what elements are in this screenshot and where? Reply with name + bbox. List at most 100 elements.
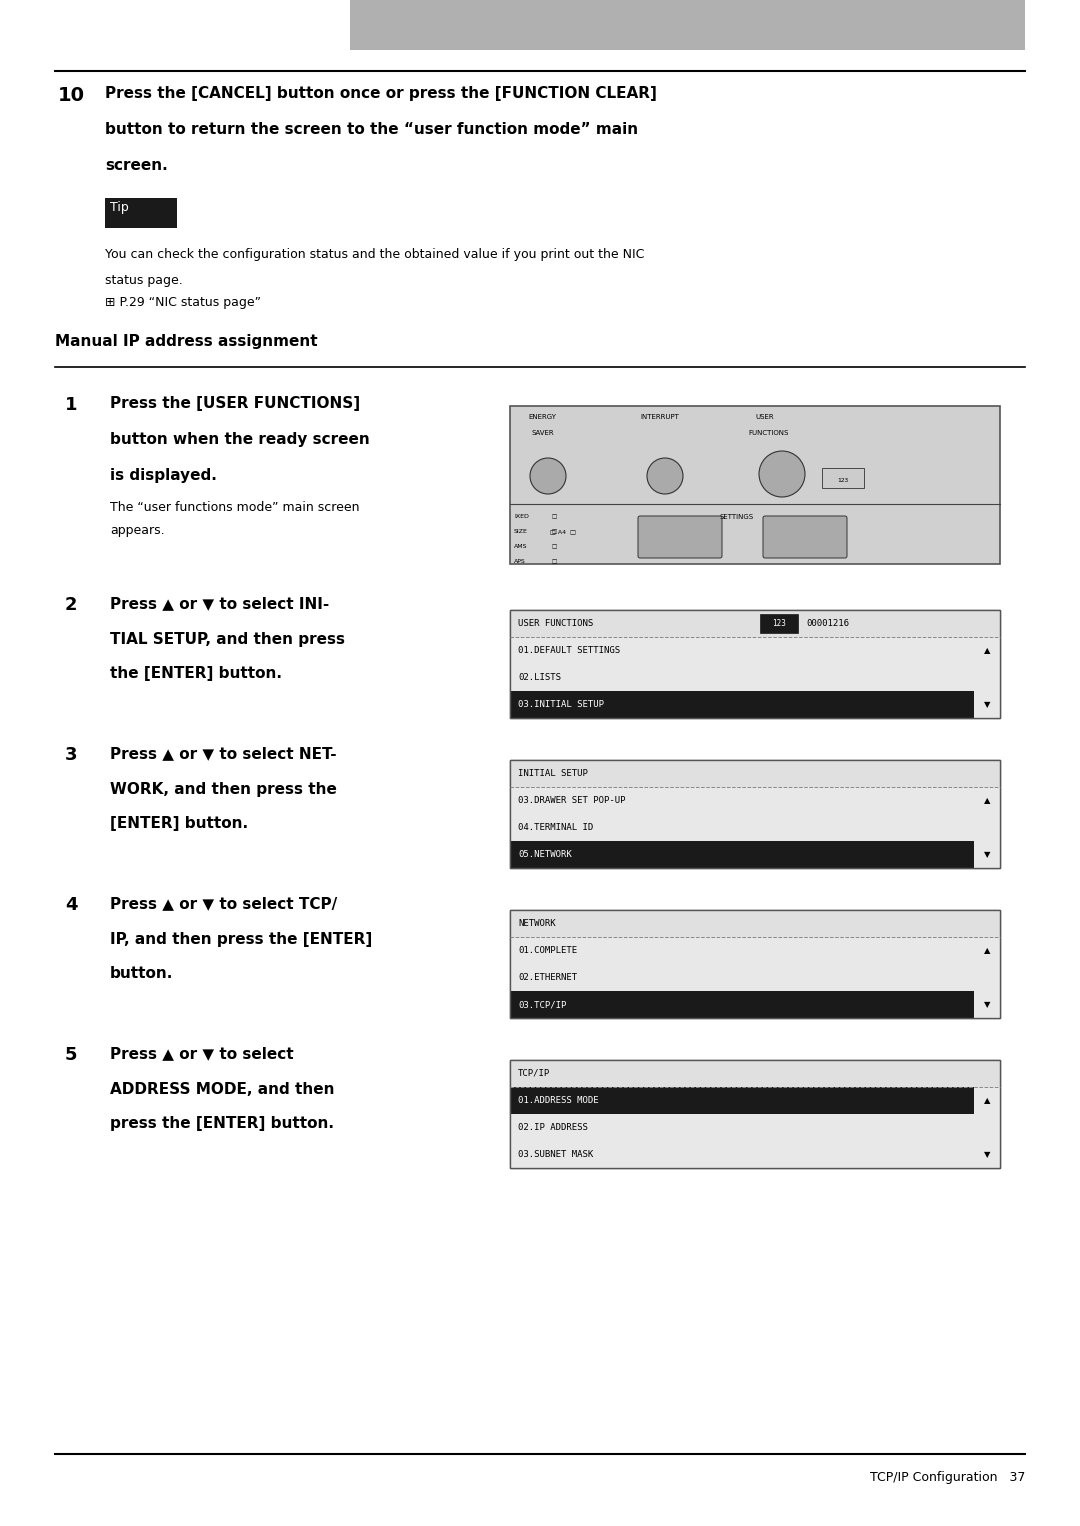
Bar [105,198,177,227]
Bar [974,1114,1000,1141]
Text: 3: 3 [65,746,78,765]
Bar [510,610,1000,719]
Bar [510,909,1000,1018]
Bar [974,937,1000,964]
Text: TCP/IP Configuration   37: TCP/IP Configuration 37 [869,1471,1025,1483]
Bar [510,841,974,868]
Text: FUNCTIONS: FUNCTIONS [748,430,788,436]
Text: □: □ [552,559,557,565]
Text: ENERGY: ENERGY [528,414,556,420]
Text: appears.: appears. [110,523,164,537]
Text: 02.ETHERNET: 02.ETHERNET [518,974,577,983]
Bar [510,610,1000,719]
Text: 03.TCP/IP: 03.TCP/IP [518,1000,566,1009]
Text: 10: 10 [58,85,85,105]
Circle shape [530,458,566,494]
Text: button to return the screen to the “user function mode” main: button to return the screen to the “user… [105,122,638,137]
Bar [510,406,1000,565]
Text: the [ENTER] button.: the [ENTER] button. [110,665,282,681]
Bar [510,664,974,691]
FancyBboxPatch shape [638,516,723,559]
Text: The “user functions mode” main screen: The “user functions mode” main screen [110,501,360,514]
Bar [510,760,1000,787]
Text: ▼: ▼ [984,1151,990,1160]
Text: press the [ENTER] button.: press the [ENTER] button. [110,1116,334,1131]
Text: 03.DRAWER SET POP-UP: 03.DRAWER SET POP-UP [518,797,625,806]
Text: 02.LISTS: 02.LISTS [518,673,561,682]
Text: USER FUNCTIONS: USER FUNCTIONS [518,620,593,629]
Text: 01.ADDRESS MODE: 01.ADDRESS MODE [518,1096,598,1105]
Text: [ENTER] button.: [ENTER] button. [110,816,248,832]
Bar [974,1087,1000,1114]
Text: IXED: IXED [514,514,529,519]
Bar [510,691,974,719]
Text: Press ▲ or ▼ to select NET-: Press ▲ or ▼ to select NET- [110,746,337,761]
Text: 05.NETWORK: 05.NETWORK [518,850,571,859]
Text: Press the [CANCEL] button once or press the [FUNCTION CLEAR]: Press the [CANCEL] button once or press … [105,85,657,101]
Text: status page.: status page. [105,275,183,287]
Text: ▼: ▼ [984,850,990,859]
Text: 2: 2 [65,597,78,613]
Bar [510,1114,974,1141]
Text: Tip: Tip [110,201,129,214]
Text: 03.SUBNET MASK: 03.SUBNET MASK [518,1151,593,1160]
Bar [974,787,1000,813]
Bar [974,636,1000,664]
Text: Press ▲ or ▼ to select INI-: Press ▲ or ▼ to select INI- [110,597,329,610]
Bar [510,813,974,841]
Text: NETWORK: NETWORK [518,919,555,928]
Bar [510,1061,1000,1167]
Bar [510,937,974,964]
Bar [974,1141,1000,1167]
Text: is displayed.: is displayed. [110,468,217,484]
Bar [510,1141,974,1167]
Text: ▼: ▼ [984,700,990,710]
Text: screen.: screen. [105,159,167,172]
Text: Press ▲ or ▼ to select: Press ▲ or ▼ to select [110,1045,294,1061]
Text: ▲: ▲ [984,1096,990,1105]
Circle shape [759,452,805,497]
Text: 00001216: 00001216 [806,620,849,629]
Text: APS: APS [514,559,526,565]
Text: 1: 1 [65,397,78,414]
Text: 03.INITIAL SETUP: 03.INITIAL SETUP [518,700,604,710]
Text: 123: 123 [772,620,786,629]
Text: You can check the configuration status and the obtained value if you print out t: You can check the configuration status a… [105,249,645,261]
Text: Press the [USER FUNCTIONS]: Press the [USER FUNCTIONS] [110,397,360,410]
Text: WORK, and then press the: WORK, and then press the [110,781,337,797]
Text: ▲: ▲ [984,946,990,955]
Bar [974,841,1000,868]
Bar [760,613,798,633]
Text: SAVER: SAVER [532,430,555,436]
Bar [822,468,864,488]
Text: ADDRESS MODE, and then: ADDRESS MODE, and then [110,1082,335,1097]
Text: □: □ [552,543,557,549]
Text: TIAL SETUP, and then press: TIAL SETUP, and then press [110,632,345,647]
Text: Press ▲ or ▼ to select TCP/: Press ▲ or ▼ to select TCP/ [110,896,337,911]
Bar [510,610,1000,636]
Bar [510,909,1000,937]
Text: ▼: ▼ [984,1000,990,1009]
Bar [974,664,1000,691]
Text: 123: 123 [837,478,849,484]
Text: ⊞ P.29 “NIC status page”: ⊞ P.29 “NIC status page” [105,296,261,308]
Bar [974,813,1000,841]
Bar [974,964,1000,990]
Text: AMS: AMS [514,543,527,549]
Bar [510,909,1000,1018]
Text: SETTINGS: SETTINGS [720,514,754,520]
Bar [510,1061,1000,1087]
FancyBboxPatch shape [762,516,847,559]
Bar [510,1087,974,1114]
Text: 01.DEFAULT SETTINGS: 01.DEFAULT SETTINGS [518,645,620,655]
Bar [974,691,1000,719]
Text: ▲: ▲ [984,645,990,655]
Text: 4: 4 [65,896,78,914]
Text: IP, and then press the [ENTER]: IP, and then press the [ENTER] [110,932,373,948]
Bar [510,1061,1000,1167]
Bar [510,760,1000,868]
Bar [510,964,974,990]
Text: SIZE: SIZE [514,530,528,534]
Text: 01.COMPLETE: 01.COMPLETE [518,946,577,955]
Bar [510,787,974,813]
